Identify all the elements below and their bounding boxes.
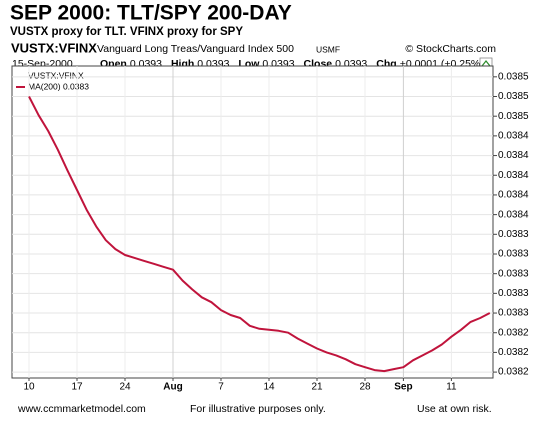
footer-left: www.ccmmarketmodel.com [17,403,146,415]
y-tick-label: 0.0382 [498,347,529,358]
y-tick-label: 0.0384 [498,170,529,181]
x-tick-label: 7 [218,382,224,393]
symbol: VUSTX:VFINX [11,40,97,55]
x-tick-label: 21 [311,382,323,393]
legend: MA(200) 0.0383 [16,81,89,91]
legend-title: VUSTX:VFINX [28,70,84,80]
y-tick-label: 0.0383 [498,229,529,240]
footer-center: For illustrative purposes only. [190,403,326,415]
line [28,96,491,373]
y-tick-label: 0.0384 [498,190,529,201]
y-tick-label: 0.0383 [498,249,529,260]
y-tick-label: 0.0384 [498,150,529,161]
y-tick-label: 0.0383 [498,308,529,319]
x-tick-label: Aug [163,382,182,393]
y-tick-label: 0.0384 [498,131,529,142]
chart-title: SEP 2000: TLT/SPY 200-DAY [10,2,292,25]
description: Vanguard Long Treas/Vanguard Index 500 [97,43,294,55]
y-tick-label: 0.0384 [498,209,529,220]
x-tick-label: 11 [446,382,457,393]
y-tick-label: 0.0382 [498,367,529,378]
y-tick-label: 0.0382 [498,327,529,338]
x-tick-label: Sep [394,382,412,393]
chart-subtitle: VUSTX proxy for TLT. VFINX proxy for SPY [10,26,243,38]
x-tick-label: 28 [359,382,371,393]
x-tick-label: 17 [71,382,83,393]
y-tick-label: 0.0383 [498,288,529,299]
y-tick-label: 0.0385 [498,111,529,122]
y-tick-label: 0.0383 [498,268,529,279]
source: © StockCharts.com [405,43,496,55]
y-tick-label: 0.0385 [498,91,529,102]
x-tick-label: 14 [263,382,275,393]
exchange: USMF [316,44,340,54]
footer-right: Use at own risk. [417,403,492,415]
legend-label: MA(200) 0.0383 [28,81,89,91]
x-tick-label: 24 [119,382,131,393]
plot-frame [11,65,494,379]
y-tick-label: 0.0385 [498,71,529,82]
x-tick-label: 10 [23,382,35,393]
